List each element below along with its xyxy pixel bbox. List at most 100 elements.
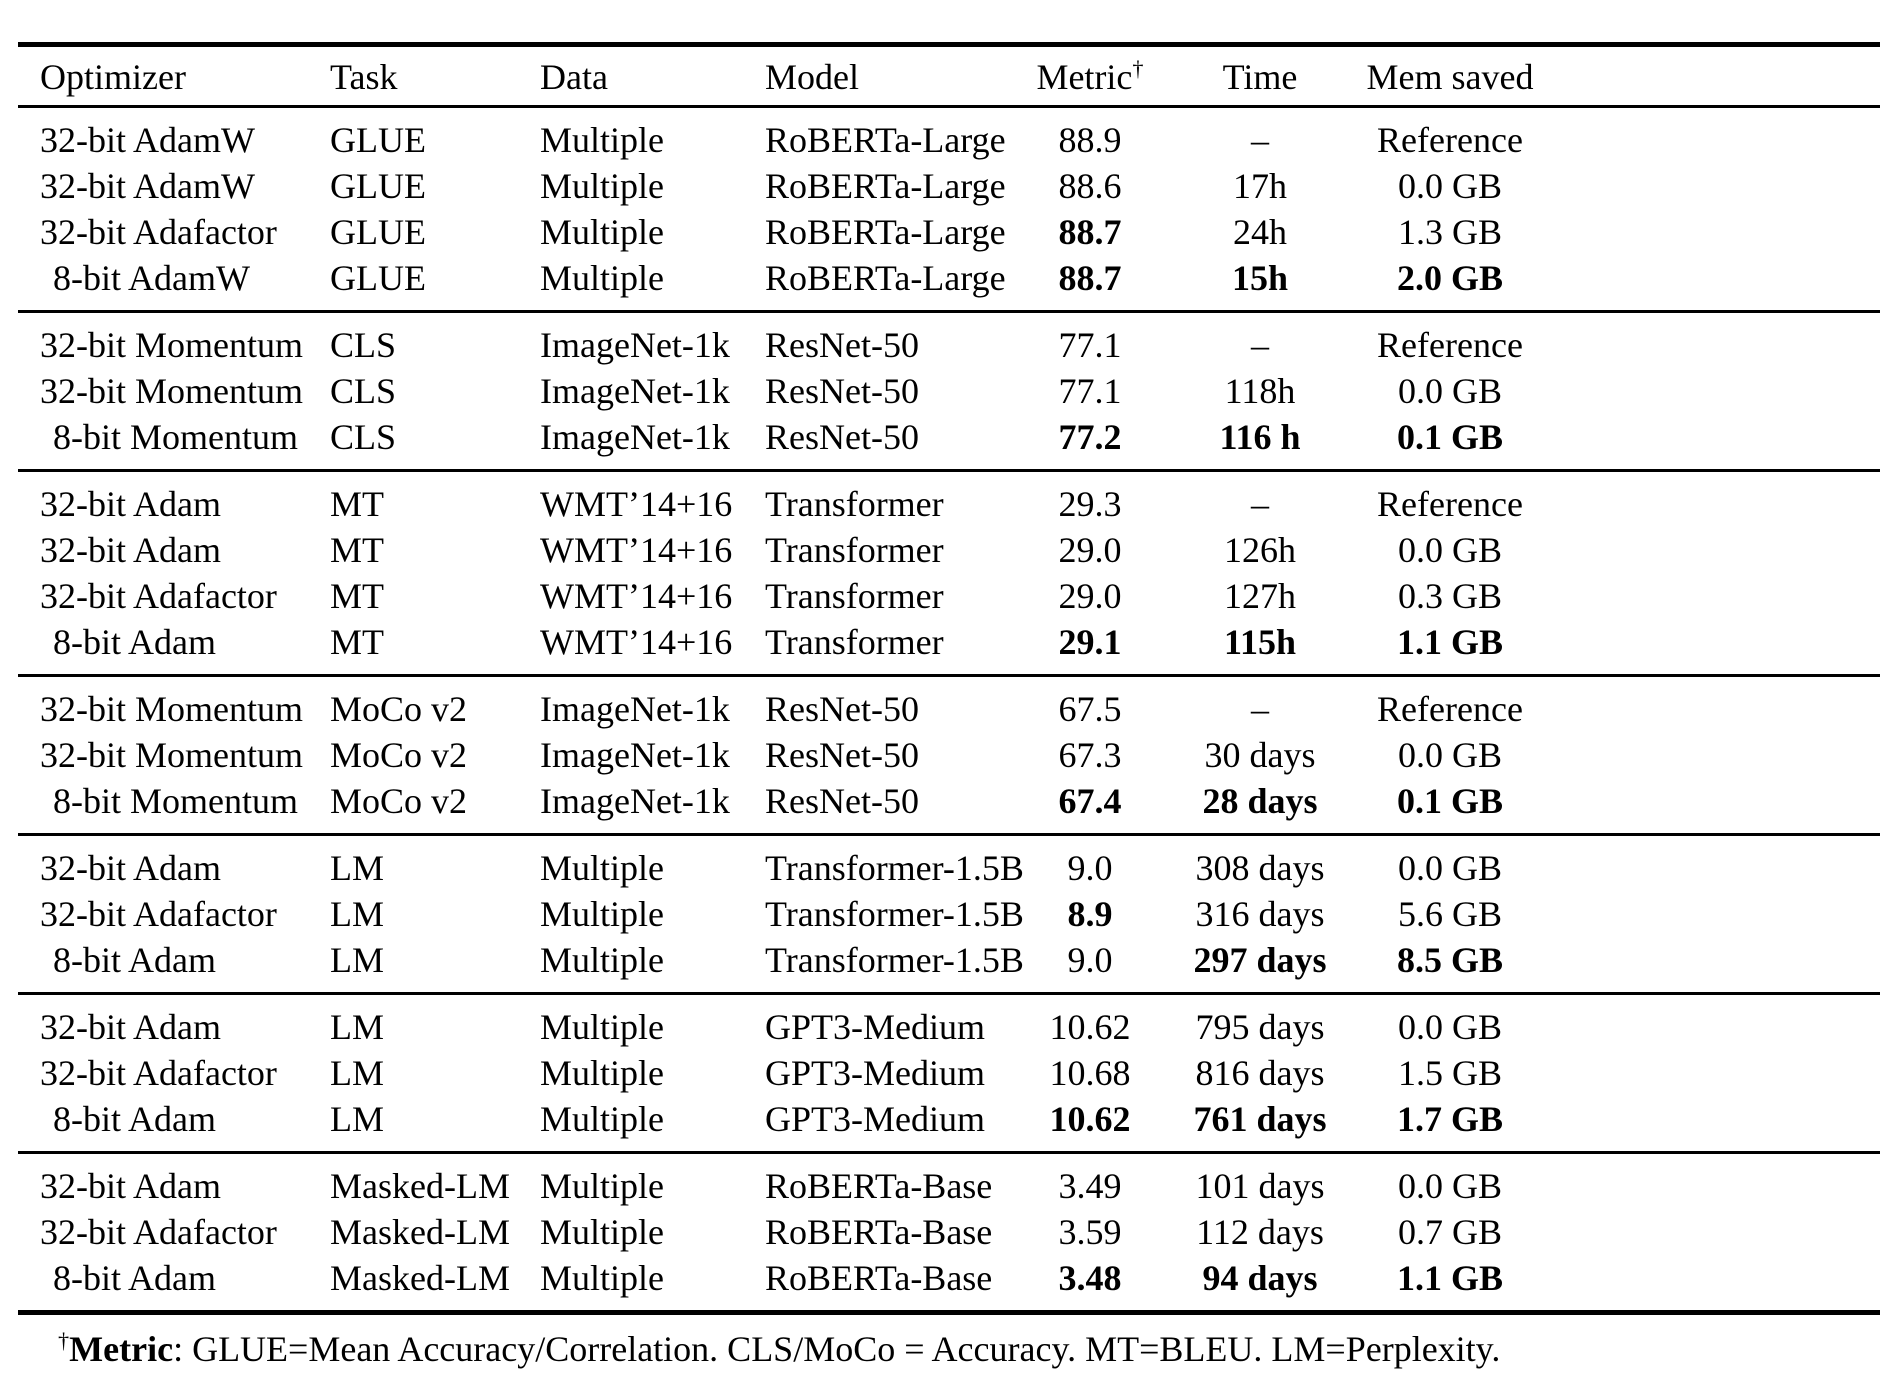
spacer-cell [1550, 368, 1880, 414]
cell-task: MoCo v2 [330, 781, 468, 821]
cell-metric: 10.62 [1049, 1007, 1131, 1047]
cell-time: 28 days [1202, 781, 1318, 821]
table-row: 32-bit AdamW GLUE Multiple RoBERTa-Large 88.… [18, 107, 1880, 164]
spacer-cell [1550, 163, 1880, 209]
cell-task: GLUE [330, 212, 426, 252]
cell-time: 112 days [1196, 1212, 1324, 1252]
table-group-3: 32-bit Adam MT WMT’14+16 Transformer 29.3 – Re… [18, 470, 1880, 676]
cell-model: Transformer [765, 530, 944, 570]
cell-task: Masked-LM [330, 1258, 510, 1298]
cell-optimizer: 32-bit Adam [40, 530, 221, 570]
cell-mem: 1.1 GB [1396, 1258, 1503, 1298]
cell-optimizer: 32-bit Adafactor [40, 894, 277, 934]
cell-data: Multiple [540, 894, 664, 934]
cell-model: ResNet-50 [765, 371, 919, 411]
cell-data: Multiple [540, 120, 664, 160]
cell-model: ResNet-50 [765, 417, 919, 457]
footnote-text: : GLUE=Mean Accuracy/Correlation. CLS/Mo… [173, 1329, 1501, 1369]
cell-optimizer: 32-bit Adam [40, 848, 221, 888]
cell-mem: 0.0 GB [1397, 166, 1502, 206]
cell-task: GLUE [330, 166, 426, 206]
cell-time: 126h [1224, 530, 1296, 570]
cell-data: Multiple [540, 848, 664, 888]
table-row: 32-bit Adafactor LM Multiple Transformer-1.… [18, 891, 1880, 937]
cell-time: 17h [1233, 166, 1287, 206]
cell-time: 316 days [1195, 894, 1325, 934]
cell-model: GPT3-Medium [765, 1053, 985, 1093]
col-header-model: Model [765, 44, 1010, 108]
cell-task: CLS [330, 371, 397, 411]
cell-data: ImageNet-1k [540, 689, 730, 729]
cell-metric: 67.5 [1058, 689, 1122, 729]
cell-optimizer: 8-bit Adam [53, 1099, 216, 1139]
cell-model: RoBERTa-Base [765, 1258, 993, 1298]
cell-optimizer: 32-bit Adafactor [40, 576, 277, 616]
spacer-cell [1550, 1209, 1880, 1255]
cell-optimizer: 32-bit Momentum [40, 735, 303, 775]
cell-optimizer: 32-bit Adafactor [40, 212, 277, 252]
cell-metric: 3.59 [1058, 1212, 1122, 1252]
table-row: 8-bit Adam LM Multiple GPT3-Medium 10.62 761 … [18, 1096, 1880, 1153]
cell-optimizer: 8-bit Adam [53, 622, 216, 662]
cell-mem: 1.1 GB [1396, 622, 1503, 662]
cell-metric: 88.7 [1058, 258, 1122, 298]
cell-time: 116 h [1219, 417, 1301, 457]
cell-mem: 0.0 GB [1397, 530, 1502, 570]
footnote-label: Metric [69, 1329, 174, 1369]
cell-optimizer: 8-bit Adam [53, 1258, 216, 1298]
cell-model: GPT3-Medium [765, 1099, 985, 1139]
cell-model: Transformer [765, 622, 944, 662]
cell-model: RoBERTa-Large [765, 166, 1006, 206]
table-row: 32-bit Adam MT WMT’14+16 Transformer 29.3 – Re… [18, 471, 1880, 528]
cell-metric: 67.3 [1058, 735, 1122, 775]
cell-data: ImageNet-1k [540, 417, 730, 457]
table-row: 8-bit Adam Masked-LM Multiple RoBERTa-Base 3… [18, 1255, 1880, 1313]
cell-mem: 1.3 GB [1397, 212, 1502, 252]
col-header-data: Data [540, 44, 765, 108]
cell-metric: 29.1 [1058, 622, 1122, 662]
spacer-cell [1550, 835, 1880, 892]
cell-task: LM [330, 848, 384, 888]
cell-task: LM [330, 894, 384, 934]
cell-mem: 2.0 GB [1396, 258, 1503, 298]
cell-time: – [1251, 325, 1269, 365]
cell-data: ImageNet-1k [540, 781, 730, 821]
cell-task: LM [330, 1007, 384, 1047]
cell-model: RoBERTa-Base [765, 1212, 993, 1252]
table-row: 8-bit Adam MT WMT’14+16 Transformer 29.1 115h… [18, 619, 1880, 676]
cell-task: MoCo v2 [330, 689, 468, 729]
cell-mem: 0.0 GB [1397, 1007, 1502, 1047]
spacer-cell [1550, 1153, 1880, 1210]
cell-data: Multiple [540, 1007, 664, 1047]
cell-task: MT [330, 622, 384, 662]
cell-metric: 77.2 [1058, 417, 1122, 457]
cell-time: 795 days [1195, 1007, 1325, 1047]
table-row: 32-bit Adam LM Multiple Transformer-1.5B 9.0… [18, 835, 1880, 892]
cell-data: WMT’14+16 [540, 622, 733, 662]
table-row: 32-bit Momentum MoCo v2 ImageNet-1k ResNet-… [18, 732, 1880, 778]
cell-data: Multiple [540, 1212, 664, 1252]
table-group-4: 32-bit Momentum MoCo v2 ImageNet-1k ResNet-… [18, 675, 1880, 835]
cell-mem: Reference [1377, 325, 1523, 365]
cell-metric: 9.0 [1067, 848, 1113, 888]
cell-model: GPT3-Medium [765, 1007, 985, 1047]
table-row: 8-bit Momentum CLS ImageNet-1k ResNet-50 77.… [18, 414, 1880, 471]
col-header-optimizer: Optimizer [18, 44, 330, 108]
col-header-metric: Metric† [1010, 44, 1170, 108]
cell-model: ResNet-50 [765, 735, 919, 775]
cell-optimizer: 32-bit Momentum [40, 371, 303, 411]
cell-time: 308 days [1195, 848, 1325, 888]
spacer-cell [1550, 619, 1880, 676]
col-header-time: Time [1170, 44, 1350, 108]
table-row: 8-bit AdamW GLUE Multiple RoBERTa-Large 88.7… [18, 255, 1880, 312]
cell-task: MT [330, 576, 384, 616]
cell-task: LM [330, 1053, 384, 1093]
spacer-cell [1550, 471, 1880, 528]
spacer-cell [1550, 937, 1880, 994]
cell-mem: 0.1 GB [1396, 417, 1503, 457]
spacer-cell [1550, 732, 1880, 778]
dagger-icon: † [58, 1328, 70, 1353]
cell-task: GLUE [330, 120, 426, 160]
spacer-cell [1550, 891, 1880, 937]
cell-optimizer: 8-bit AdamW [53, 258, 250, 298]
